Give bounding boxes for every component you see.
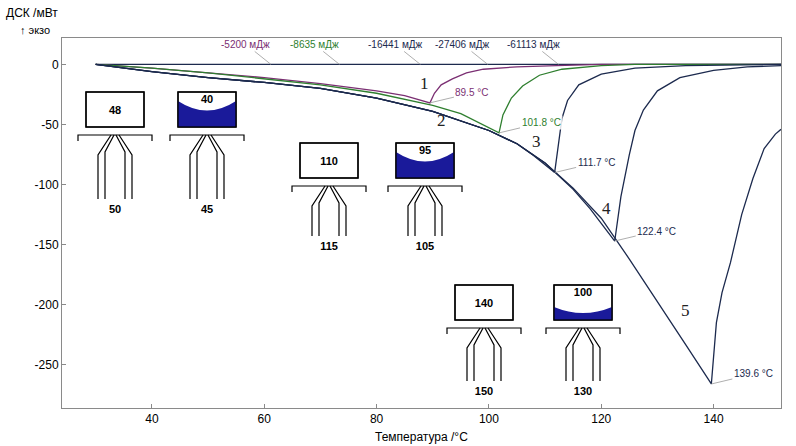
svg-text:60: 60 — [258, 412, 272, 426]
svg-text:-250: -250 — [35, 358, 59, 372]
svg-text:150: 150 — [475, 385, 493, 397]
svg-text:0: 0 — [52, 58, 59, 72]
svg-text:105: 105 — [416, 240, 434, 252]
svg-text:139.6 °C: 139.6 °C — [734, 368, 773, 379]
svg-text:1: 1 — [420, 74, 429, 93]
svg-text:100: 100 — [574, 286, 592, 298]
svg-text:-100: -100 — [35, 178, 59, 192]
svg-text:4: 4 — [602, 199, 611, 218]
svg-text:115: 115 — [320, 240, 338, 252]
svg-text:2: 2 — [437, 111, 446, 130]
svg-text:140: 140 — [704, 412, 724, 426]
svg-text:122.4 °C: 122.4 °C — [637, 226, 676, 237]
svg-text:111.7 °C: 111.7 °C — [578, 157, 616, 168]
svg-text:48: 48 — [109, 104, 121, 116]
svg-text:3: 3 — [532, 132, 541, 151]
svg-text:Температура /°C: Температура /°C — [375, 430, 468, 444]
svg-text:110: 110 — [320, 155, 338, 167]
svg-text:130: 130 — [574, 385, 592, 397]
svg-text:-61113 мДж: -61113 мДж — [507, 39, 560, 50]
svg-text:95: 95 — [419, 144, 431, 156]
svg-text:40: 40 — [145, 412, 159, 426]
svg-text:100: 100 — [479, 412, 499, 426]
svg-text:80: 80 — [370, 412, 384, 426]
svg-text:5: 5 — [681, 301, 690, 320]
svg-text:ДСК /мВт: ДСК /мВт — [6, 6, 58, 20]
svg-text:40: 40 — [201, 93, 213, 105]
svg-text:-5200 мДж: -5200 мДж — [221, 39, 270, 50]
svg-text:50: 50 — [109, 203, 121, 215]
svg-text:-150: -150 — [35, 238, 59, 252]
svg-text:45: 45 — [201, 203, 213, 215]
svg-text:89.5 °C: 89.5 °C — [455, 87, 488, 98]
svg-text:-16441 мДж: -16441 мДж — [368, 39, 423, 50]
svg-text:140: 140 — [475, 297, 493, 309]
svg-text:-50: -50 — [41, 118, 59, 132]
svg-text:-200: -200 — [35, 298, 59, 312]
svg-text:-27406 мДж: -27406 мДж — [435, 39, 490, 50]
svg-text:120: 120 — [591, 412, 611, 426]
svg-text:-8635 мДж: -8635 мДж — [290, 39, 339, 50]
svg-text:101.8 °C: 101.8 °C — [522, 117, 561, 128]
svg-text:↑ экзо: ↑ экзо — [20, 24, 50, 36]
